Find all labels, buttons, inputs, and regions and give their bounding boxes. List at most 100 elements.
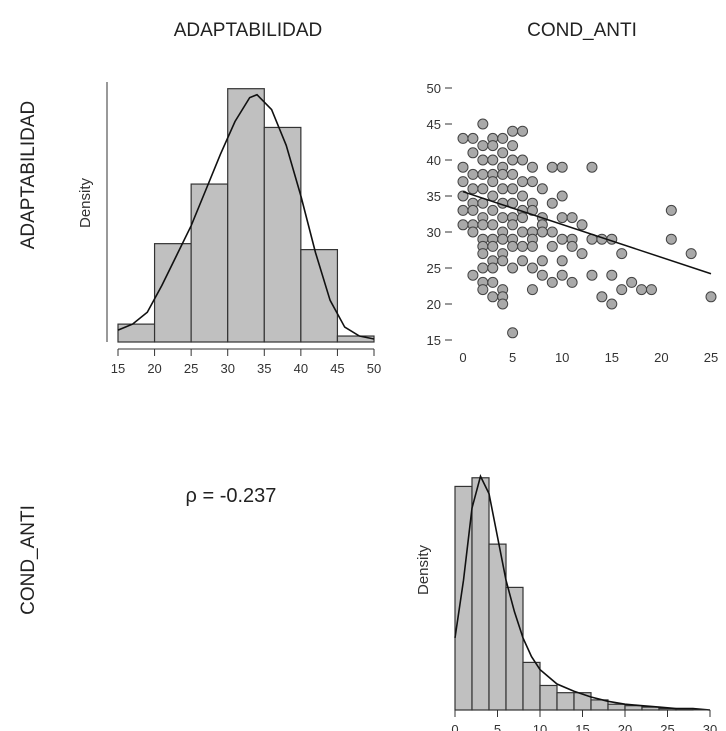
row-title-adaptabilidad: ADAPTABILIDAD	[18, 101, 39, 250]
scatter-panel: 15 20 25 30 35 40 45 50 0 5 10 15 20 25	[427, 81, 719, 365]
scatter-point	[517, 226, 529, 238]
scatter-point	[487, 140, 499, 152]
x-tick-label: 0	[451, 722, 458, 731]
scatter-point	[616, 284, 628, 296]
scatter-point	[497, 255, 509, 267]
scatter-point	[497, 233, 509, 245]
scatter-point	[536, 226, 548, 238]
x-tick-label: 5	[509, 350, 516, 365]
scatter-point	[457, 204, 469, 216]
histogram-cond-anti-panel: 0 5 10 15 20 25 30 Density	[415, 474, 717, 731]
scatter-point	[457, 176, 469, 188]
y-tick-label: 45	[427, 117, 441, 132]
scatter-point	[457, 132, 469, 144]
scatter-point	[606, 269, 618, 281]
scatter-point	[526, 262, 538, 274]
scatter-point	[556, 212, 568, 224]
scatter-point	[556, 269, 568, 281]
scatter-point	[526, 161, 538, 173]
scatter-point	[477, 168, 489, 180]
scatter-point	[477, 219, 489, 231]
x-tick-label: 15	[111, 361, 125, 376]
scatter-point	[526, 176, 538, 188]
scatter-point	[477, 118, 489, 130]
scatter-point	[596, 291, 608, 303]
scatter-point	[467, 269, 479, 281]
x-tick-label: 25	[704, 350, 718, 365]
scatter-point	[467, 168, 479, 180]
scatter-point	[477, 248, 489, 260]
histogram-bar	[117, 323, 156, 343]
scatter-point	[705, 291, 717, 303]
correlation-panel: ρ = -0.237	[186, 485, 277, 507]
scatter-point	[665, 204, 677, 216]
scatter-point	[487, 276, 499, 288]
scatter-point	[487, 204, 499, 216]
x-tick-label: 20	[654, 350, 668, 365]
scatter-point	[477, 284, 489, 296]
histogram-bar	[190, 183, 229, 343]
scatter-point	[477, 140, 489, 152]
scatter-point	[636, 284, 648, 296]
density-curve	[454, 474, 711, 711]
col-title-adaptabilidad: ADAPTABILIDAD	[174, 20, 323, 41]
scatter-point	[616, 248, 628, 260]
scatter-point	[546, 276, 558, 288]
scatter-point	[586, 269, 598, 281]
row-title-cond-anti: COND_ANTI	[18, 505, 39, 615]
scatter-point	[685, 248, 697, 260]
histogram-bar	[263, 126, 302, 343]
scatter-point	[497, 183, 509, 195]
y-tick-label: 15	[427, 333, 441, 348]
histogram-bar	[227, 88, 265, 343]
x-tick-label: 35	[257, 361, 271, 376]
x-tick-label: 50	[367, 361, 381, 376]
scatter-point	[606, 298, 618, 310]
scatter-point	[487, 219, 499, 231]
scatter-point	[457, 219, 469, 231]
scatter-point	[507, 125, 519, 137]
scatter-point	[507, 168, 519, 180]
scatter-point	[467, 147, 479, 159]
scatter-point	[497, 147, 509, 159]
scatter-point	[487, 176, 499, 188]
x-tick-label: 0	[459, 350, 466, 365]
histogram-bar	[624, 705, 643, 711]
y-tick-label: 30	[427, 225, 441, 240]
y-axis-label: Density	[415, 544, 432, 595]
scatter-point	[487, 154, 499, 166]
scatter-point	[477, 183, 489, 195]
scatter-point	[517, 255, 529, 267]
histogram-bar	[505, 586, 524, 711]
x-tick-label: 30	[220, 361, 234, 376]
y-tick-label: 50	[427, 81, 441, 96]
scatter-point	[556, 255, 568, 267]
histogram-bar	[454, 485, 473, 711]
x-tick-label: 15	[575, 722, 589, 731]
scatter-point	[586, 161, 598, 173]
scatter-point	[626, 276, 638, 288]
scatter-point	[487, 190, 499, 202]
scatter-point	[536, 255, 548, 267]
scatter-point	[467, 226, 479, 238]
scatter-point	[576, 219, 588, 231]
scatter-point	[566, 212, 578, 224]
scatter-point	[556, 161, 568, 173]
scatter-point	[487, 240, 499, 252]
scatter-point	[467, 183, 479, 195]
scatter-point	[536, 269, 548, 281]
scatter-point	[517, 240, 529, 252]
histogram-bar	[556, 692, 575, 711]
scatter-point	[546, 161, 558, 173]
scatter-point	[517, 125, 529, 137]
scatter-point	[645, 284, 657, 296]
histogram-bar	[607, 703, 626, 711]
scatter-point	[487, 291, 499, 303]
y-tick-label: 25	[427, 261, 441, 276]
x-tick-label: 40	[294, 361, 308, 376]
scatter-point	[507, 327, 519, 339]
scatter-point	[477, 154, 489, 166]
x-tick-label: 25	[184, 361, 198, 376]
scatter-point	[517, 176, 529, 188]
